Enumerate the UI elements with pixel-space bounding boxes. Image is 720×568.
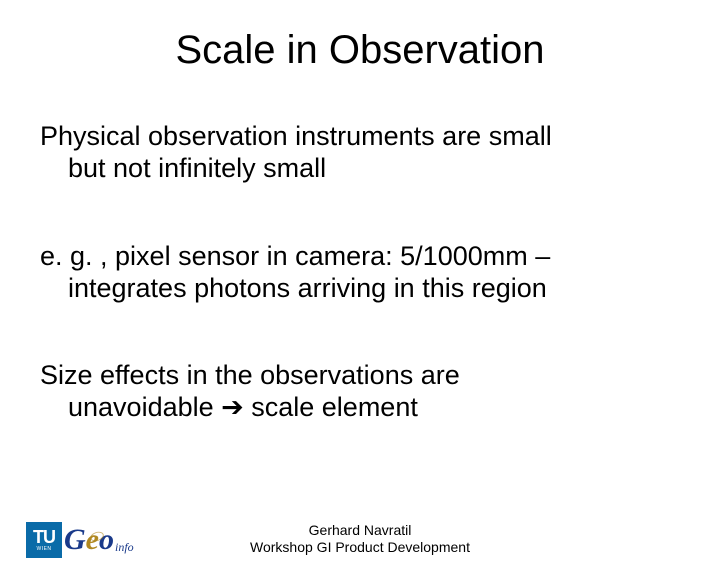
para1-line2: but not infinitely small — [40, 153, 680, 185]
paragraph-2: e. g. , pixel sensor in camera: 5/1000mm… — [40, 241, 680, 305]
slide-body: Physical observation instruments are sma… — [0, 121, 720, 424]
para2-line2: integrates photons arriving in this regi… — [40, 273, 680, 305]
para3-line2: unavoidable ➔ scale element — [40, 392, 680, 424]
footer: Gerhard Navratil Workshop GI Product Dev… — [0, 522, 720, 556]
slide-title: Scale in Observation — [0, 28, 720, 73]
para2-line1: e. g. , pixel sensor in camera: 5/1000mm… — [40, 241, 550, 271]
paragraph-1: Physical observation instruments are sma… — [40, 121, 680, 185]
para3-line1: Size effects in the observations are — [40, 360, 460, 390]
footer-workshop: Workshop GI Product Development — [250, 539, 470, 555]
slide: Scale in Observation Physical observatio… — [0, 28, 720, 568]
footer-author: Gerhard Navratil — [309, 522, 412, 538]
paragraph-3: Size effects in the observations are una… — [40, 360, 680, 424]
para1-line1: Physical observation instruments are sma… — [40, 121, 552, 151]
